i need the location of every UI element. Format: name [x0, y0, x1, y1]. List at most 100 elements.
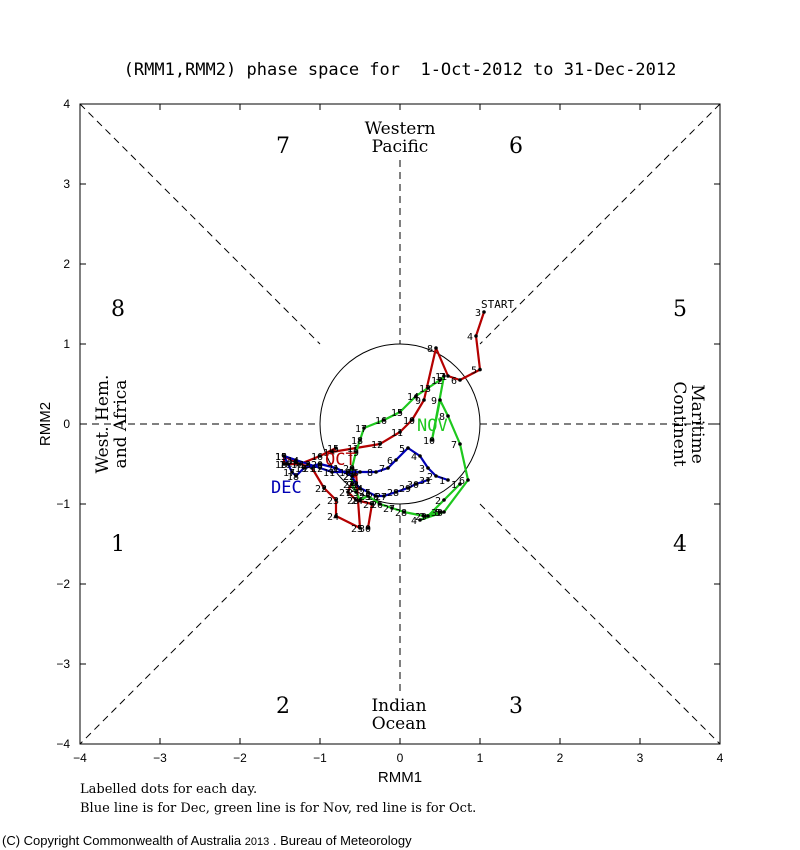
- region-labels: Western Pacific Indian Ocean West. Hem. …: [93, 119, 707, 734]
- day-label-nov: 11: [435, 372, 447, 383]
- day-label-dec: 18: [287, 472, 299, 483]
- phase-guides: [79, 103, 721, 745]
- day-label-dec: 22: [343, 472, 355, 483]
- day-label-oct: 13: [347, 444, 359, 455]
- day-label-dec: 15: [275, 452, 287, 463]
- day-point-nov: [378, 502, 382, 506]
- phase-number-7: 7: [276, 134, 290, 159]
- x-tick-label: 1: [477, 751, 484, 765]
- day-label-dec: 11: [323, 468, 335, 479]
- diagonal-guide-1: [79, 103, 321, 345]
- day-point-nov: [398, 410, 402, 414]
- x-tick-label: −1: [313, 751, 327, 765]
- day-point-nov: [382, 418, 386, 422]
- day-point-oct: [358, 526, 362, 530]
- diagonal-guide-3: [479, 103, 721, 345]
- region-top-line2: Pacific: [372, 137, 429, 157]
- day-label-nov: 25: [359, 492, 371, 503]
- day-point-nov: [362, 426, 366, 430]
- day-point-oct: [354, 498, 358, 502]
- day-point-nov: [426, 514, 430, 518]
- phase-number-8: 8: [111, 297, 125, 322]
- day-label-nov: 8: [439, 412, 445, 423]
- x-tick-label: 0: [397, 751, 404, 765]
- y-tick-label: 1: [63, 337, 70, 351]
- x-tick-label: −4: [73, 751, 87, 765]
- day-label-nov: 13: [419, 384, 431, 395]
- day-label-oct: 5: [471, 366, 477, 377]
- phase-number-3: 3: [509, 694, 523, 719]
- phase-number-6: 6: [509, 134, 523, 159]
- day-point-nov: [350, 466, 354, 470]
- day-label-oct: 11: [391, 428, 403, 439]
- day-point-nov: [438, 378, 442, 382]
- day-label-nov: 27: [383, 504, 395, 515]
- day-point-nov: [390, 506, 394, 510]
- day-point-oct: [370, 502, 374, 506]
- y-tick-label: 4: [63, 97, 70, 111]
- day-label-oct: 4: [467, 332, 473, 343]
- day-point-dec: [394, 458, 398, 462]
- diagonal-guide-4: [79, 503, 321, 745]
- phase-number-5: 5: [673, 297, 687, 322]
- day-label-dec: 10: [339, 468, 351, 479]
- day-point-dec: [302, 466, 306, 470]
- day-point-nov: [358, 438, 362, 442]
- day-point-oct: [318, 454, 322, 458]
- y-axis-label: RMM2: [37, 402, 54, 446]
- day-point-dec: [358, 470, 362, 474]
- day-label-nov: 6: [459, 476, 465, 487]
- day-label-dec: 27: [375, 492, 387, 503]
- day-point-dec: [374, 470, 378, 474]
- day-point-nov: [446, 414, 450, 418]
- day-label-nov: 2: [435, 496, 441, 507]
- day-point-oct: [398, 430, 402, 434]
- day-point-dec: [374, 494, 378, 498]
- day-label-dec: 26: [367, 492, 379, 503]
- day-label-nov: 9: [431, 396, 437, 407]
- day-label-nov: 7: [451, 440, 457, 451]
- day-label-nov: 10: [423, 436, 435, 447]
- day-point-dec: [382, 494, 386, 498]
- day-point-dec: [354, 482, 358, 486]
- copyright-text: (C) Copyright Commonwealth of Australia: [2, 833, 242, 848]
- day-point-dec: [294, 458, 298, 462]
- x-axis-label: RMM1: [378, 769, 422, 786]
- day-point-oct: [474, 334, 478, 338]
- day-point-dec: [318, 466, 322, 470]
- phase-number-1: 1: [111, 532, 125, 557]
- day-point-dec: [426, 466, 430, 470]
- day-label-nov: 20: [343, 464, 355, 475]
- day-point-nov: [418, 518, 422, 522]
- day-label-oct: 14: [323, 448, 335, 459]
- day-label-dec: 28: [387, 488, 399, 499]
- day-label-nov: 24: [351, 496, 363, 507]
- day-label-nov: 29: [415, 512, 427, 523]
- day-point-nov: [422, 514, 426, 518]
- day-label-dec: 29: [399, 484, 411, 495]
- day-label-dec: 7: [379, 464, 385, 475]
- day-point-nov: [402, 510, 406, 514]
- day-point-nov: [438, 510, 442, 514]
- x-tick-label: −3: [153, 751, 167, 765]
- day-point-dec: [282, 454, 286, 458]
- day-label-nov: 3: [419, 512, 425, 523]
- day-point-dec: [394, 490, 398, 494]
- day-point-dec: [358, 486, 362, 490]
- day-point-oct: [422, 398, 426, 402]
- day-point-oct: [322, 486, 326, 490]
- diagonal-guide-2: [479, 503, 721, 745]
- day-label-nov: 21: [343, 472, 355, 483]
- day-label-nov: 15: [391, 408, 403, 419]
- series-line-nov: [350, 374, 470, 522]
- day-label-oct: 23: [327, 496, 339, 507]
- phase-number-2: 2: [276, 694, 290, 719]
- copyright-org: . Bureau of Meteorology: [273, 833, 412, 848]
- month-label-nov: NOV: [417, 416, 448, 436]
- footnote-line-1: Labelled dots for each day.: [80, 782, 257, 797]
- day-point-dec: [386, 466, 390, 470]
- day-label-nov: 19: [347, 448, 359, 459]
- day-label-nov: 18: [351, 436, 363, 447]
